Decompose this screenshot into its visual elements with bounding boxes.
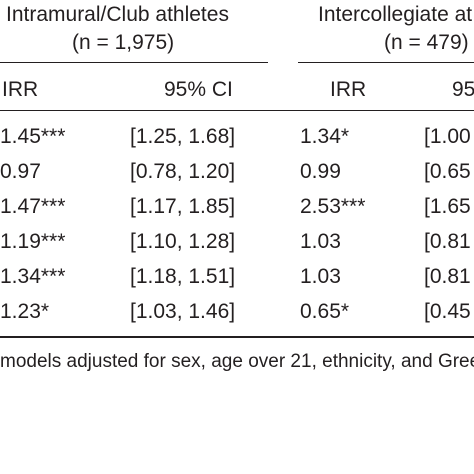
cell-g2-irr: 1.03 xyxy=(300,265,341,288)
column-g1-ci: 95% CI xyxy=(164,78,233,101)
group-2-rule xyxy=(298,62,474,63)
cell-g1-ci: [1.18, 1.51] xyxy=(130,265,236,288)
group-2-n: (n = 479) xyxy=(384,31,469,54)
cell-g1-irr: 1.45*** xyxy=(0,125,66,148)
cell-g2-ci: [0.45 xyxy=(424,300,471,323)
cell-g1-irr: 1.34*** xyxy=(0,265,66,288)
table-bottom-rule xyxy=(0,336,474,338)
group-1-n: (n = 1,975) xyxy=(72,31,175,54)
cell-g1-ci: [0.78, 1.20] xyxy=(130,160,236,183)
cell-g2-ci: [0.81 xyxy=(424,230,471,253)
column-g2-irr: IRR xyxy=(330,78,367,101)
group-2-title: Intercollegiate at xyxy=(318,3,473,26)
cell-g1-ci: [1.25, 1.68] xyxy=(130,125,236,148)
group-1-title: Intramural/Club athletes xyxy=(6,3,229,26)
header-rule xyxy=(0,110,474,111)
cell-g1-irr: 1.23* xyxy=(0,300,50,323)
cell-g2-ci: [1.00 xyxy=(424,125,471,148)
cell-g2-irr: 0.65* xyxy=(300,300,350,323)
cell-g2-irr: 0.99 xyxy=(300,160,341,183)
cell-g1-irr: 1.47*** xyxy=(0,195,66,218)
cell-g1-ci: [1.10, 1.28] xyxy=(130,230,236,253)
cell-g2-ci: [0.65 xyxy=(424,160,471,183)
cell-g1-irr: 1.19*** xyxy=(0,230,66,253)
cell-g1-ci: [1.17, 1.85] xyxy=(130,195,236,218)
column-g1-irr: IRR xyxy=(2,78,39,101)
cell-g2-irr: 1.34* xyxy=(300,125,350,148)
cell-g2-ci: [1.65 xyxy=(424,195,471,218)
cell-g2-irr: 2.53*** xyxy=(300,195,366,218)
table-footnote: models adjusted for sex, age over 21, et… xyxy=(0,351,474,372)
cell-g2-irr: 1.03 xyxy=(300,230,341,253)
cell-g2-ci: [0.81 xyxy=(424,265,471,288)
cell-g1-ci: [1.03, 1.46] xyxy=(130,300,236,323)
column-g2-ci: 95 xyxy=(452,78,474,101)
group-1-rule xyxy=(0,62,268,63)
cell-g1-irr: 0.97 xyxy=(0,160,41,183)
